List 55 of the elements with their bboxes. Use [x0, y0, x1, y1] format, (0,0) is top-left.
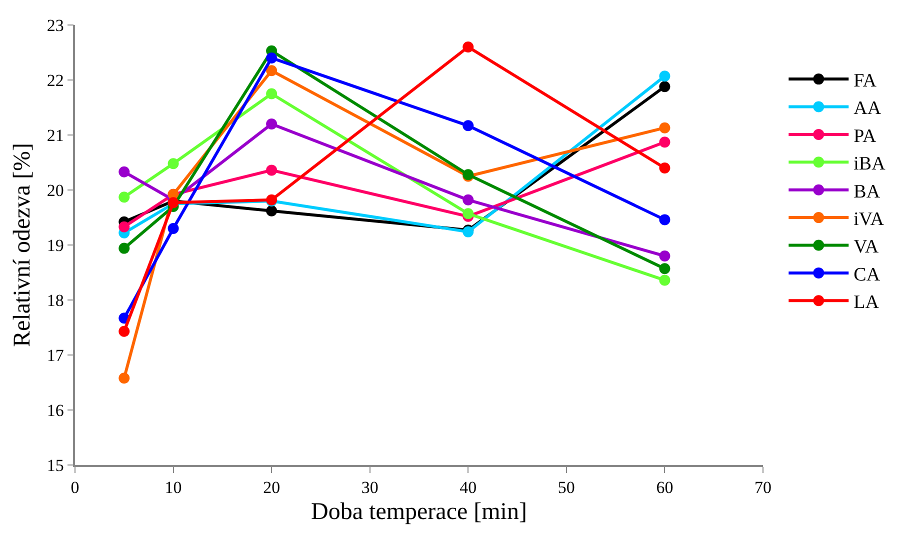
legend-label: PA — [854, 126, 876, 147]
legend-label: VA — [854, 236, 879, 258]
point — [462, 120, 474, 132]
legend-label: LA — [854, 292, 880, 314]
point — [266, 52, 278, 64]
point — [118, 192, 130, 203]
point — [462, 208, 474, 220]
point — [659, 81, 670, 92]
point — [462, 194, 474, 206]
x-axis-title: Doba temperace [min] — [311, 498, 527, 525]
point — [118, 221, 130, 232]
point — [659, 70, 670, 82]
point — [659, 136, 670, 148]
x-tick-label: 20 — [263, 478, 280, 498]
point — [266, 118, 278, 130]
legend-label: BA — [854, 181, 880, 202]
point — [659, 263, 670, 274]
y-tick-label: 17 — [46, 346, 64, 365]
x-tick-label: 70 — [754, 478, 772, 498]
x-tick-label: 40 — [460, 478, 477, 498]
y-tick-label: 20 — [46, 180, 64, 200]
point — [659, 274, 670, 286]
x-tick-label: 60 — [656, 478, 674, 498]
y-tick-label: 23 — [46, 16, 64, 35]
point — [462, 42, 474, 52]
x-tick-label: 0 — [70, 478, 80, 498]
y-axis-title: Relativní odezva [%] — [9, 143, 36, 347]
point — [266, 88, 278, 100]
point — [266, 205, 278, 216]
y-tick-label: 15 — [46, 456, 64, 475]
point — [659, 250, 670, 262]
point — [659, 162, 670, 174]
point — [118, 166, 130, 178]
x-tick-label: 10 — [164, 478, 182, 498]
x-tick-label: 50 — [558, 478, 575, 498]
point — [266, 65, 278, 76]
x-tick-label: 30 — [361, 478, 378, 498]
legend-label: iVA — [854, 208, 884, 230]
y-tick-label: 22 — [46, 70, 64, 90]
point — [168, 223, 179, 234]
legend-label: FA — [854, 70, 877, 92]
point — [659, 214, 670, 226]
y-tick-label: 16 — [46, 400, 64, 420]
legend-label: AA — [854, 98, 882, 120]
y-tick-label: 19 — [46, 236, 64, 255]
point — [659, 122, 670, 134]
point — [118, 372, 130, 384]
legend-label: CA — [854, 264, 880, 286]
point — [118, 242, 130, 254]
legend-label: iBA — [854, 154, 886, 175]
point — [266, 164, 278, 176]
y-tick-label: 21 — [46, 126, 64, 145]
point — [118, 326, 130, 337]
y-tick-label: 18 — [46, 290, 64, 310]
point — [168, 158, 179, 170]
